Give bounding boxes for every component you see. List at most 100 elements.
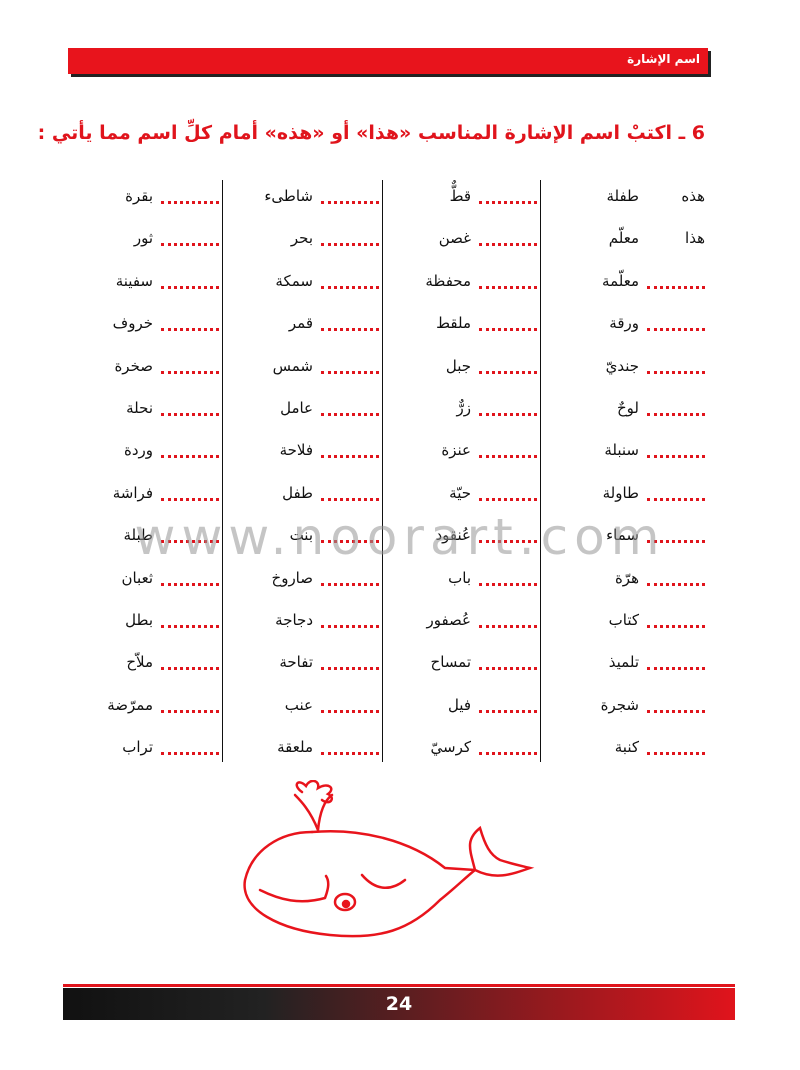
answer-blank — [647, 582, 705, 586]
noun: ملعقة — [277, 738, 313, 757]
answer-blank — [647, 328, 705, 332]
noun: سمكة — [275, 271, 313, 290]
noun: عُصفور — [426, 611, 471, 629]
noun: عنزة — [441, 441, 471, 460]
noun: سفينة — [115, 271, 153, 290]
answer-blank — [479, 413, 537, 416]
answer-blank — [161, 540, 219, 544]
noun: فيل — [447, 695, 471, 714]
answer-blank — [479, 540, 537, 544]
noun: ثعبان — [121, 568, 153, 587]
noun: باب — [448, 568, 471, 587]
header-bar: اسم الإشارة — [68, 48, 708, 74]
answer-blank — [321, 540, 379, 544]
answer-blank — [161, 752, 219, 756]
answer-blank — [161, 201, 219, 204]
noun: طاولة — [602, 483, 639, 502]
noun: عنب — [284, 695, 313, 714]
noun: سنبلة — [604, 441, 639, 460]
answer-blank — [161, 582, 219, 586]
noun: معلّم — [608, 229, 639, 248]
answer-blank — [647, 752, 705, 756]
answer-blank — [479, 582, 537, 586]
watermark: www.noorart.com — [134, 508, 666, 566]
noun: جبل — [445, 356, 471, 375]
header-title: اسم الإشارة — [627, 52, 700, 66]
noun: كرسيّ — [430, 738, 472, 757]
noun: تراب — [122, 738, 153, 757]
answer-blank — [647, 370, 705, 374]
answer-blank — [161, 625, 219, 628]
noun: جنديّ — [605, 356, 639, 375]
noun: سماء — [606, 526, 639, 545]
noun: صخرة — [114, 356, 153, 375]
answer: هذه — [681, 187, 705, 205]
column-separator — [540, 180, 541, 762]
answer-blank — [647, 540, 705, 544]
answer-blank — [647, 667, 705, 671]
answer-blank — [647, 625, 705, 628]
answer-blank — [321, 285, 379, 289]
answer-blank — [479, 328, 537, 332]
answer-blank — [647, 455, 705, 459]
noun: هرّة — [614, 568, 639, 587]
noun: زرٌّ — [456, 399, 472, 417]
noun: حيّة — [449, 483, 471, 502]
noun: بحر — [290, 229, 313, 248]
noun: تمساح — [430, 653, 471, 672]
noun: ثور — [133, 229, 153, 248]
noun: تلميذ — [608, 653, 639, 672]
answer-blank — [479, 370, 537, 374]
answer-blank — [647, 709, 705, 713]
answer-blank — [161, 370, 219, 374]
answer-blank — [647, 285, 705, 289]
answer-blank — [321, 497, 379, 501]
noun: لوحٌ — [616, 399, 639, 417]
footer-line — [63, 984, 735, 987]
answer-blank — [479, 243, 537, 247]
answer-blank — [161, 285, 219, 289]
noun: كنبة — [614, 738, 639, 757]
noun: طبلة — [123, 526, 153, 545]
noun: عُنقود — [435, 526, 472, 545]
noun: شمس — [272, 356, 313, 375]
answer: هذا — [685, 229, 705, 248]
noun: وردة — [123, 441, 153, 460]
column-separator — [222, 180, 223, 762]
answer-blank — [161, 709, 219, 713]
answer-blank — [647, 413, 705, 416]
answer-blank — [161, 455, 219, 459]
noun: صاروخ — [271, 568, 313, 587]
column-separator — [382, 180, 383, 762]
answer-blank — [161, 413, 219, 416]
noun: طفلة — [606, 187, 639, 205]
answer-blank — [321, 709, 379, 713]
answer-blank — [479, 752, 537, 756]
whale-drawing — [243, 780, 535, 938]
noun: خروف — [112, 314, 153, 333]
noun: ملاّح — [126, 653, 153, 672]
footer-bar: 24 — [63, 988, 735, 1020]
answer-blank — [321, 582, 379, 586]
noun: شاطىء — [264, 187, 313, 205]
noun: ملقط — [436, 314, 471, 333]
noun: محفظة — [425, 271, 471, 290]
noun: ورقة — [609, 314, 639, 333]
answer-blank — [479, 625, 537, 628]
answer-blank — [647, 497, 705, 501]
answer-blank — [479, 667, 537, 671]
answer-blank — [321, 370, 379, 374]
noun: ممرّضة — [107, 695, 153, 714]
noun: نحلة — [126, 399, 153, 417]
noun: بنت — [289, 526, 313, 545]
answer-blank — [161, 328, 219, 332]
noun: قطٌّ — [449, 187, 471, 205]
answer-blank — [161, 497, 219, 501]
noun: بطل — [125, 611, 153, 629]
answer-blank — [479, 285, 537, 289]
noun: فراشة — [112, 483, 153, 502]
noun: قمر — [288, 314, 313, 333]
answer-blank — [479, 709, 537, 713]
answer-blank — [321, 243, 379, 247]
